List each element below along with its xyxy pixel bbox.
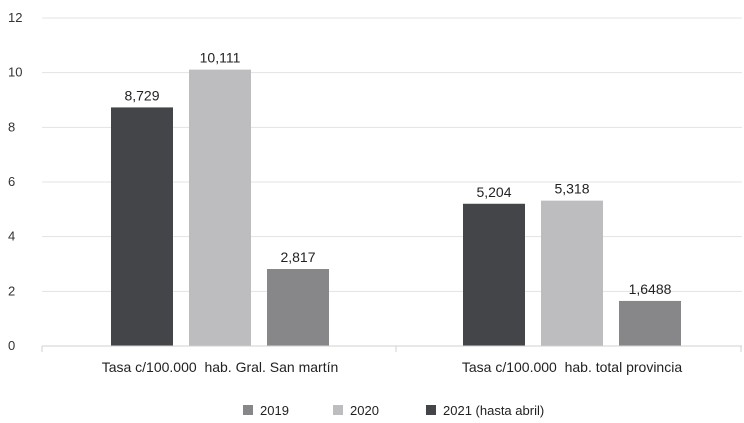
bar-2019-1 [267, 269, 329, 346]
y-tick-label: 0 [8, 338, 15, 353]
bars [111, 69, 681, 347]
x-axis: Tasa c/100.000 hab. Gral. San martín Tasa… [41, 345, 742, 375]
legend-label: 2021 (hasta abril) [443, 403, 544, 418]
category-label: Tasa c/100.000 hab. total provincia [462, 359, 682, 375]
data-label: 8,729 [124, 87, 159, 103]
data-labels: 8,729 10,111 2,817 5,204 5,318 1,6488 [124, 50, 671, 297]
bar-2020-1 [189, 69, 251, 347]
legend-label: 2020 [350, 403, 379, 418]
category-label: Tasa c/100.000 hab. Gral. San martín [102, 359, 339, 375]
y-tick-label: 10 [8, 65, 22, 80]
legend-label: 2019 [260, 403, 289, 418]
legend-swatch [426, 405, 436, 415]
y-tick-label: 4 [8, 229, 15, 244]
data-label: 10,111 [200, 50, 241, 66]
y-tick-label: 12 [8, 10, 22, 25]
data-label: 1,6488 [629, 281, 672, 297]
legend-swatch [333, 405, 343, 415]
legend-swatch [243, 405, 253, 415]
bar-2020-2 [541, 200, 603, 346]
y-tick-label: 6 [8, 174, 15, 189]
bar-2021-hasta-abril--2 [463, 203, 525, 346]
bar-2021-hasta-abril--1 [111, 107, 173, 346]
data-label: 5,318 [554, 181, 589, 197]
y-tick-label: 2 [8, 283, 15, 298]
data-label: 2,817 [280, 249, 315, 265]
legend: 2019 2020 2021 (hasta abril) [243, 403, 544, 418]
data-label: 5,204 [476, 184, 511, 200]
bar-2019-2 [619, 300, 681, 346]
y-tick-label: 8 [8, 119, 15, 134]
y-axis-tick-labels: 0 2 4 6 8 10 12 [8, 10, 22, 353]
